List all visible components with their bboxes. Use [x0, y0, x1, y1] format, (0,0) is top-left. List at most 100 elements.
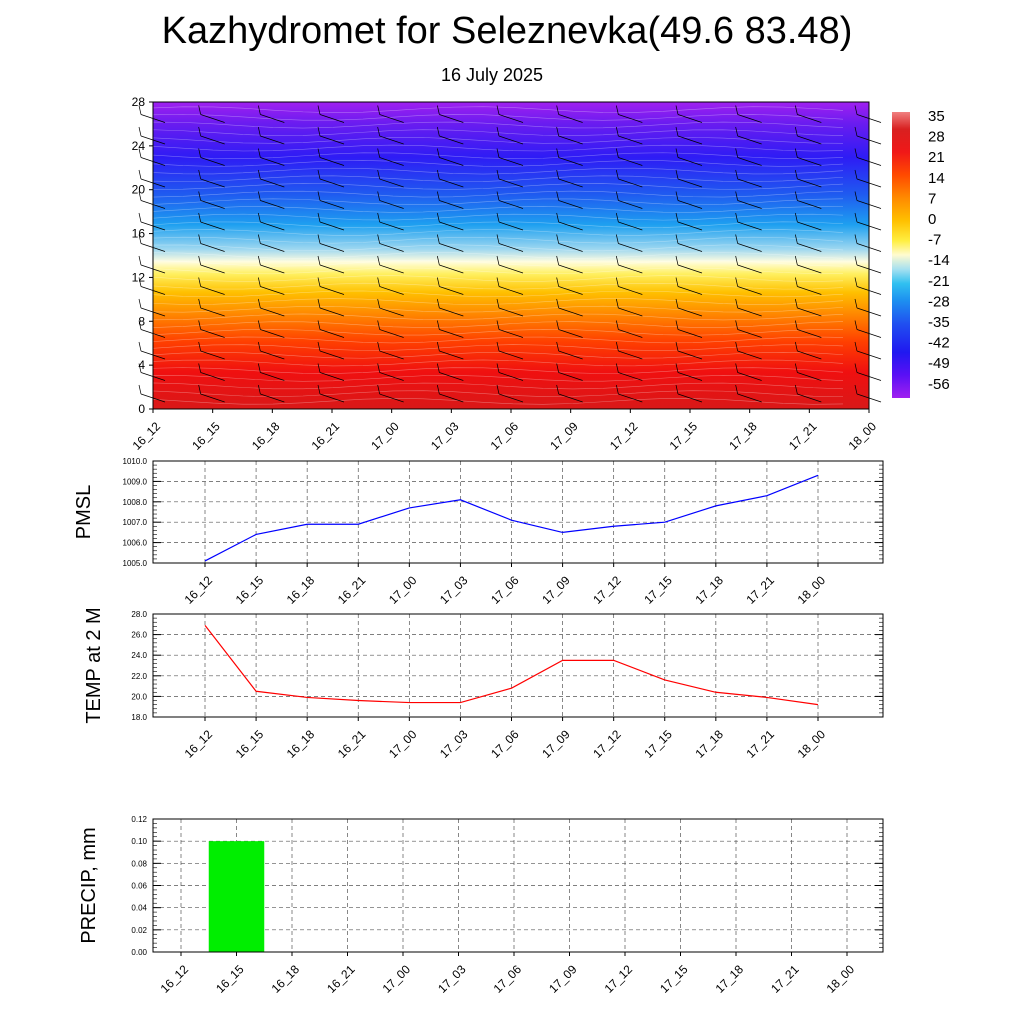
wind-barb-flag: [556, 212, 560, 223]
x-tick-label: 16_12: [158, 962, 192, 996]
wind-barb-flag: [377, 148, 381, 158]
wind-barb: [379, 350, 404, 360]
wind-barb: [319, 157, 345, 166]
wind-barb-flag: [735, 212, 739, 223]
wind-barb-flag: [377, 169, 381, 180]
contour-line: [152, 344, 844, 351]
wind-barb-flag: [496, 384, 500, 395]
wind-barb: [797, 200, 822, 209]
x-tick-label: 16_18: [284, 727, 318, 761]
contour-line: [152, 198, 844, 206]
wind-barb: [737, 264, 762, 274]
wind-barb: [439, 329, 464, 338]
wind-barb: [498, 329, 524, 338]
wind-barb-flag: [436, 234, 440, 244]
wind-barb: [558, 350, 583, 360]
contour-line: [152, 305, 844, 313]
wind-barb-flag: [556, 169, 560, 180]
wind-barb: [737, 221, 762, 231]
wind-barb-flag: [496, 148, 500, 158]
wind-barb: [319, 329, 345, 338]
wind-barb: [439, 243, 464, 252]
wind-barb: [439, 286, 464, 295]
wind-barb: [677, 307, 703, 317]
wind-barb-flag: [257, 255, 261, 266]
wind-barb-flag: [257, 363, 261, 373]
y-tick-label: 24: [132, 139, 146, 153]
wind-barb-flag: [556, 384, 560, 395]
x-tick-label: 18_00: [846, 419, 880, 453]
contour-line: [152, 236, 844, 244]
wind-barb: [439, 200, 464, 209]
wind-barb-flag: [794, 277, 798, 287]
wind-barb-flag: [138, 320, 142, 330]
x-tick-label: 18_00: [795, 573, 829, 607]
x-tick-label: 17_18: [713, 962, 747, 996]
wind-barb: [439, 157, 464, 166]
wind-barb: [260, 243, 285, 252]
wind-barb: [618, 135, 643, 145]
wind-barb: [677, 135, 703, 145]
wind-barb-flag: [138, 341, 142, 352]
x-tick-label: 17_03: [428, 419, 462, 453]
wind-barb: [797, 178, 822, 188]
x-tick-label: 17_12: [590, 573, 624, 607]
wind-barb: [618, 157, 643, 166]
wind-barb: [200, 393, 225, 403]
wind-barb: [677, 178, 703, 188]
wind-barb: [319, 350, 345, 360]
x-tick-label: 18_00: [824, 962, 858, 996]
x-tick-label: 17_03: [437, 573, 471, 607]
wind-barb-flag: [138, 212, 142, 223]
colorbar-label: 21: [928, 149, 945, 166]
x-tick-label: 17_21: [786, 419, 820, 453]
x-tick-label: 17_09: [546, 962, 580, 996]
plot-frame: [152, 613, 884, 718]
x-tick-label: 17_15: [667, 419, 701, 453]
x-tick-label: 17_00: [386, 727, 420, 761]
wind-barb-flag: [436, 320, 440, 330]
wind-barb: [379, 264, 404, 274]
wind-barb-flag: [198, 384, 202, 395]
y-tick-label: 1009.0: [123, 477, 148, 486]
wind-barb-flag: [735, 191, 739, 201]
contour-line: [152, 390, 844, 397]
wind-barb-flag: [377, 212, 381, 223]
wind-barb-flag: [675, 191, 679, 201]
wind-barb-flag: [436, 105, 440, 115]
x-tick-label: 17_03: [437, 727, 471, 761]
wind-barb-flag: [198, 169, 202, 180]
wind-barb-flag: [377, 363, 381, 373]
wind-barb: [200, 264, 225, 274]
wind-barb-flag: [436, 384, 440, 395]
wind-barb: [618, 200, 643, 209]
wind-barb: [200, 157, 225, 166]
wind-barb-flag: [615, 277, 619, 287]
wind-barb-flag: [317, 212, 321, 223]
colorbar-label: -28: [928, 293, 950, 310]
contour-line: [152, 167, 844, 175]
wind-barb: [558, 307, 583, 317]
contour-line: [152, 190, 844, 198]
wind-barb: [618, 264, 643, 274]
wind-barb: [737, 329, 762, 338]
wind-barb-flag: [317, 126, 321, 137]
wind-barb: [797, 329, 822, 338]
wind-barb: [677, 114, 703, 123]
wind-barb: [558, 372, 583, 381]
contour-line: [152, 175, 844, 183]
wind-barb-flag: [556, 255, 560, 266]
x-tick-label: 17_00: [380, 962, 414, 996]
wind-barb: [260, 350, 285, 360]
wind-barb: [797, 114, 822, 123]
wind-barb: [498, 307, 524, 317]
wind-barb: [260, 393, 285, 403]
wind-barb-flag: [615, 234, 619, 244]
contour-line: [152, 252, 844, 259]
x-tick-label: 17_21: [768, 962, 802, 996]
wind-barb: [379, 200, 404, 209]
colorbar-label: -14: [928, 252, 950, 269]
wind-barb: [439, 135, 464, 145]
y-tick-label: 1008.0: [123, 498, 148, 507]
